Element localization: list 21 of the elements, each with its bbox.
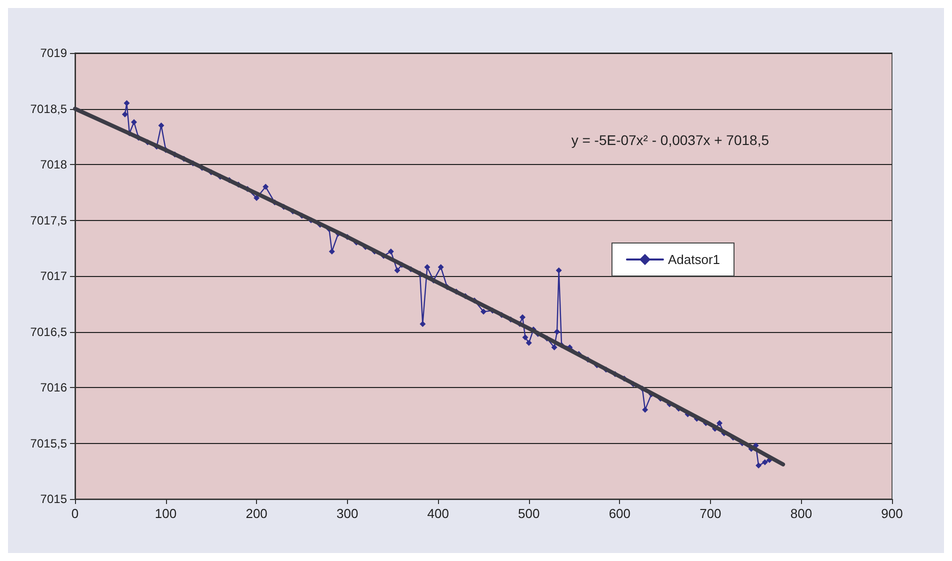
x-tick-label: 600	[608, 506, 631, 521]
x-tick-label: 700	[700, 506, 722, 521]
y-tick-label: 7016	[40, 380, 68, 394]
x-tick-label: 300	[336, 506, 358, 521]
legend-label: Adatsor1	[668, 252, 720, 267]
x-tick-label: 200	[246, 506, 268, 521]
y-tick-label: 7018,5	[30, 102, 68, 116]
y-tick-label: 7016,5	[30, 324, 68, 339]
y-tick-label: 7017	[40, 269, 68, 283]
x-tick-label: 100	[154, 506, 177, 521]
y-tick-label: 7017,5	[30, 213, 68, 228]
x-tick-label: 500	[518, 506, 540, 521]
x-tick-label: 900	[881, 506, 903, 521]
x-tick-label: 400	[427, 506, 449, 521]
y-tick-label: 7015	[40, 492, 68, 506]
y-tick-label: 7015,5	[30, 436, 68, 450]
x-tick-label: 800	[790, 506, 812, 521]
y-tick-label: 7018	[40, 158, 68, 172]
x-tick-label: 0	[71, 506, 79, 521]
annotation: y = -5E-07x² - 0,0037x + 7018,5	[571, 132, 770, 148]
y-tick-label: 7019	[40, 46, 68, 60]
